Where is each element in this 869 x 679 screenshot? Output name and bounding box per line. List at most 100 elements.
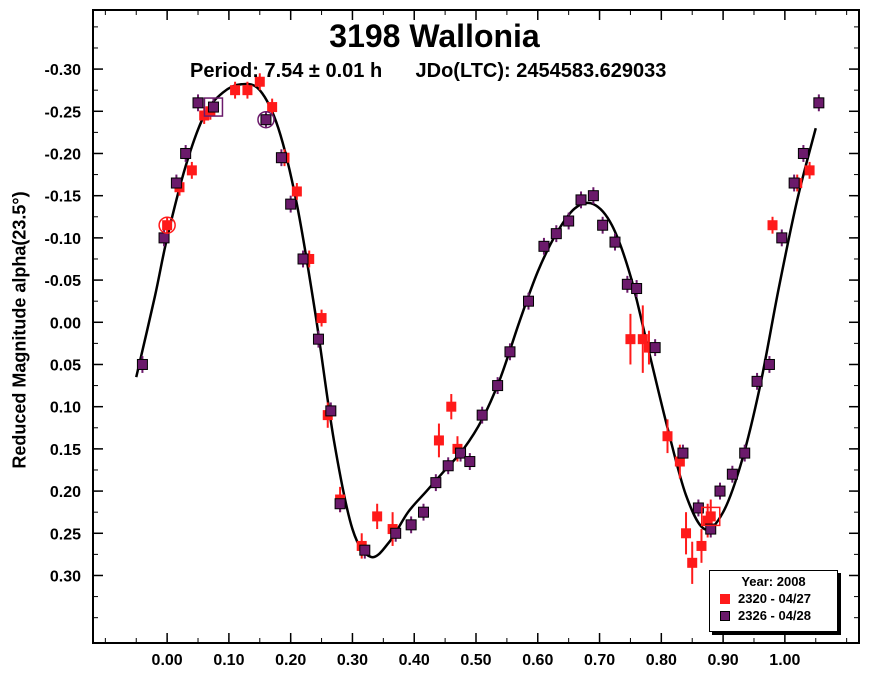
highlight-circle <box>158 216 176 234</box>
legend-entry-1: 2320 - 04/27 <box>720 591 837 606</box>
data-point <box>621 278 633 290</box>
data-point <box>696 540 707 551</box>
data-point <box>430 477 442 489</box>
y-tick-label: -0.10 <box>45 231 82 248</box>
data-point <box>316 313 327 324</box>
x-tick-label: 0.50 <box>460 652 491 669</box>
data-point <box>492 380 504 392</box>
axis-ticks <box>93 10 859 643</box>
data-point <box>563 215 575 227</box>
y-tick-label: 0.00 <box>50 315 81 332</box>
y-axis-label: Reduced Magnitude alpha(23.5°) <box>9 191 30 469</box>
y-tick-label: -0.20 <box>45 146 82 163</box>
data-point <box>464 456 476 468</box>
x-tick-label: 0.40 <box>399 652 430 669</box>
fit-curve <box>135 82 817 559</box>
data-points <box>136 76 825 568</box>
legend-title: Year: 2008 <box>741 574 806 589</box>
legend-swatch-2 <box>720 610 730 621</box>
x-tick-label: 0.90 <box>708 652 739 669</box>
data-point <box>162 220 173 231</box>
data-point <box>643 342 654 353</box>
x-tick-label: 0.60 <box>522 652 553 669</box>
x-tick-label: 1.00 <box>769 652 800 669</box>
data-point <box>476 409 488 421</box>
data-point <box>726 468 738 480</box>
legend-entry-2: 2326 - 04/28 <box>720 608 837 623</box>
highlight-square <box>700 506 721 527</box>
chart-subtitle: Period: 7.54 ± 0.01 h JDo(LTC): 2454583.… <box>190 60 666 83</box>
data-point <box>260 114 272 126</box>
data-point <box>180 147 192 159</box>
epoch-text: JDo(LTC): 2454583.629033 <box>415 60 667 82</box>
data-point <box>776 232 788 244</box>
data-point <box>285 198 297 210</box>
x-tick-label: 0.30 <box>337 652 368 669</box>
y-tick-label: 0.10 <box>50 400 81 417</box>
data-point <box>390 527 402 539</box>
y-tick-label: -0.30 <box>45 62 82 79</box>
data-point <box>417 506 429 518</box>
y-tick-label: 0.15 <box>50 442 81 459</box>
legend: Year: 2008 2320 - 04/27 2326 - 04/28 <box>709 570 838 632</box>
data-point <box>192 97 204 109</box>
legend-label-2: 2326 - 04/28 <box>738 608 812 623</box>
data-point <box>359 544 371 556</box>
y-tick-label: 0.05 <box>50 357 81 374</box>
data-point <box>751 375 763 387</box>
period-text: Period: 7.54 ± 0.01 h <box>190 60 383 82</box>
chart-title: 3198 Wallonia <box>329 18 540 54</box>
data-point <box>788 177 800 189</box>
x-tick-label: 0.10 <box>213 652 244 669</box>
highlight-circle <box>257 110 275 129</box>
data-point <box>254 76 265 87</box>
data-point <box>804 165 815 176</box>
data-point <box>625 334 636 345</box>
plot-frame <box>92 9 860 644</box>
data-point <box>136 358 148 370</box>
data-point <box>304 253 315 264</box>
y-tick-label: 0.25 <box>50 526 81 543</box>
x-tick-label: 0.70 <box>584 652 615 669</box>
data-point <box>763 358 775 370</box>
data-point <box>550 228 562 240</box>
data-point <box>674 456 685 467</box>
data-point <box>267 102 278 113</box>
y-tick-label: 0.30 <box>50 568 81 585</box>
data-point <box>455 447 467 459</box>
data-point <box>767 220 778 231</box>
data-point <box>609 236 621 248</box>
data-point <box>631 283 643 295</box>
data-point <box>442 460 454 472</box>
x-tick-label: 0.00 <box>152 652 183 669</box>
y-tick-label: 0.20 <box>50 484 81 501</box>
data-point <box>186 165 197 176</box>
data-point <box>325 405 337 417</box>
data-point <box>637 334 648 345</box>
data-point <box>681 528 692 539</box>
data-point <box>649 342 661 354</box>
data-point <box>207 101 219 113</box>
data-point <box>597 219 609 231</box>
data-point <box>587 190 599 202</box>
data-point <box>291 186 302 197</box>
data-point <box>523 295 535 307</box>
data-point <box>312 333 324 345</box>
y-tick-label: -0.05 <box>45 273 82 290</box>
data-point <box>739 447 751 459</box>
legend-label-1: 2320 - 04/27 <box>738 591 812 606</box>
legend-swatch-1 <box>720 593 730 604</box>
highlight-square <box>203 97 224 117</box>
x-tick-label: 0.80 <box>646 652 677 669</box>
data-point <box>372 511 383 522</box>
data-point <box>797 147 809 159</box>
y-tick-label: -0.25 <box>45 104 82 121</box>
y-tick-labels: -0.30 -0.25 -0.20 -0.15 -0.10 -0.05 0.00 0.05 0.… <box>45 62 82 585</box>
data-point <box>158 232 170 244</box>
x-tick-labels: 0.00 0.10 0.20 0.30 0.40 0.50 0.60 0.70 0.80 0.90… <box>152 652 801 669</box>
data-point <box>705 523 717 535</box>
data-point <box>714 485 726 497</box>
data-point <box>297 253 309 265</box>
y-tick-label: -0.15 <box>45 189 82 206</box>
